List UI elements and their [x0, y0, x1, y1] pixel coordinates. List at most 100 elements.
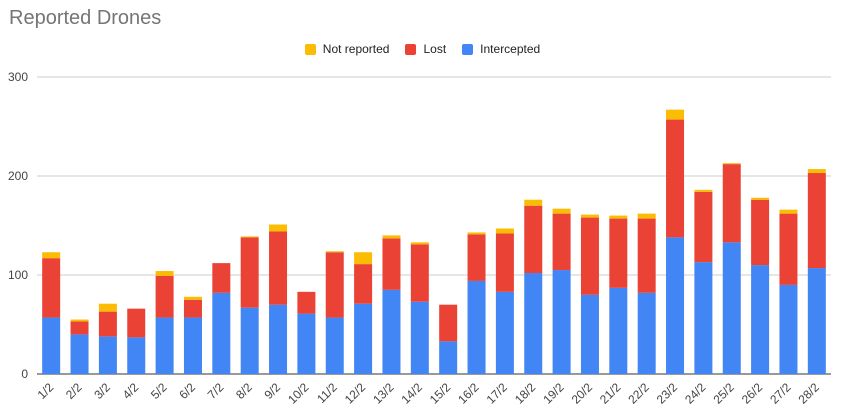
bar-lost[interactable] — [183, 299, 202, 318]
x-tick-label: 24/2 — [682, 380, 709, 407]
bar-lost[interactable] — [751, 199, 770, 266]
bar-not-reported[interactable] — [410, 242, 429, 245]
bar-intercepted[interactable] — [155, 317, 174, 374]
bar-intercepted[interactable] — [70, 334, 89, 374]
bar-not-reported[interactable] — [325, 251, 344, 253]
bar-not-reported[interactable] — [694, 189, 713, 192]
bar-intercepted[interactable] — [807, 268, 826, 374]
bar-intercepted[interactable] — [467, 280, 486, 374]
bar-lost[interactable] — [325, 252, 344, 318]
bar-intercepted[interactable] — [552, 270, 571, 374]
bar-lost[interactable] — [240, 237, 259, 308]
bar-not-reported[interactable] — [495, 228, 514, 234]
bar-lost[interactable] — [467, 234, 486, 281]
bar-intercepted[interactable] — [354, 303, 373, 374]
bar-not-reported[interactable] — [269, 224, 288, 232]
legend-swatch-intercepted — [462, 43, 474, 55]
x-tick-label: 28/2 — [796, 380, 823, 407]
bar-intercepted[interactable] — [42, 317, 61, 374]
bar-not-reported[interactable] — [467, 232, 486, 235]
bar-not-reported[interactable] — [42, 252, 61, 259]
bar-lost[interactable] — [155, 275, 174, 318]
bar-not-reported[interactable] — [183, 296, 202, 300]
bar-lost[interactable] — [382, 238, 401, 290]
bar-intercepted[interactable] — [297, 313, 316, 374]
y-tick-label: 200 — [8, 169, 28, 183]
bar-intercepted[interactable] — [751, 265, 770, 374]
x-tick-label: 13/2 — [370, 380, 397, 407]
x-tick-label: 21/2 — [597, 380, 624, 407]
bar-lost[interactable] — [269, 231, 288, 305]
bar-lost[interactable] — [98, 311, 117, 337]
bar-not-reported[interactable] — [354, 252, 373, 265]
bar-intercepted[interactable] — [410, 301, 429, 374]
bar-not-reported[interactable] — [807, 169, 826, 174]
bar-not-reported[interactable] — [722, 163, 741, 165]
bar-lost[interactable] — [439, 304, 458, 342]
bar-lost[interactable] — [779, 213, 798, 285]
bar-lost[interactable] — [212, 263, 231, 293]
bar-lost[interactable] — [807, 173, 826, 269]
bar-lost[interactable] — [354, 264, 373, 304]
bar-not-reported[interactable] — [382, 235, 401, 239]
bar-lost[interactable] — [552, 213, 571, 271]
bar-intercepted[interactable] — [524, 273, 543, 374]
bar-intercepted[interactable] — [183, 317, 202, 374]
bar-lost[interactable] — [694, 191, 713, 263]
y-tick-label: 100 — [8, 268, 28, 282]
bar-lost[interactable] — [495, 233, 514, 292]
bar-lost[interactable] — [127, 308, 146, 338]
bar-lost[interactable] — [297, 291, 316, 314]
bar-intercepted[interactable] — [495, 291, 514, 374]
bar-intercepted[interactable] — [580, 294, 599, 374]
x-tick-label: 17/2 — [484, 380, 511, 407]
bar-intercepted[interactable] — [637, 292, 656, 374]
bar-intercepted[interactable] — [325, 317, 344, 374]
bar-intercepted[interactable] — [269, 304, 288, 374]
bar-intercepted[interactable] — [609, 287, 628, 374]
bar-intercepted[interactable] — [98, 336, 117, 374]
bar-lost[interactable] — [637, 218, 656, 293]
bar-not-reported[interactable] — [751, 197, 770, 200]
x-tick-label: 4/2 — [120, 380, 142, 402]
x-tick-label: 16/2 — [455, 380, 482, 407]
bar-intercepted[interactable] — [439, 341, 458, 374]
bar-intercepted[interactable] — [722, 242, 741, 374]
bar-intercepted[interactable] — [779, 284, 798, 374]
bar-lost[interactable] — [580, 217, 599, 295]
bar-intercepted[interactable] — [127, 337, 146, 374]
y-tick-label: 300 — [8, 70, 28, 84]
bar-not-reported[interactable] — [580, 214, 599, 218]
x-tick-label: 26/2 — [739, 380, 766, 407]
bar-not-reported[interactable] — [70, 319, 89, 322]
legend-item-lost[interactable]: Lost — [405, 42, 446, 56]
bar-not-reported[interactable] — [240, 236, 259, 238]
bar-intercepted[interactable] — [666, 237, 685, 374]
x-tick-label: 23/2 — [654, 380, 681, 407]
bar-not-reported[interactable] — [155, 271, 174, 276]
bar-not-reported[interactable] — [524, 199, 543, 206]
x-tick-label: 12/2 — [342, 380, 369, 407]
legend-item-not-reported[interactable]: Not reported — [304, 42, 390, 56]
bar-lost[interactable] — [666, 119, 685, 238]
bar-lost[interactable] — [410, 244, 429, 302]
x-tick-label: 20/2 — [569, 380, 596, 407]
bar-lost[interactable] — [722, 164, 741, 243]
bar-not-reported[interactable] — [637, 213, 656, 219]
bar-not-reported[interactable] — [609, 215, 628, 219]
bar-intercepted[interactable] — [382, 289, 401, 374]
bar-lost[interactable] — [609, 218, 628, 288]
bar-not-reported[interactable] — [779, 209, 798, 214]
bar-lost[interactable] — [42, 258, 61, 318]
bar-lost[interactable] — [524, 205, 543, 274]
bar-intercepted[interactable] — [240, 307, 259, 374]
bar-lost[interactable] — [70, 321, 89, 335]
bar-not-reported[interactable] — [666, 109, 685, 120]
bar-intercepted[interactable] — [694, 262, 713, 374]
legend-item-intercepted[interactable]: Intercepted — [462, 42, 540, 56]
bar-not-reported[interactable] — [552, 208, 571, 214]
bar-not-reported[interactable] — [98, 303, 117, 312]
bar-intercepted[interactable] — [212, 292, 231, 374]
legend-label-not-reported: Not reported — [322, 42, 390, 56]
